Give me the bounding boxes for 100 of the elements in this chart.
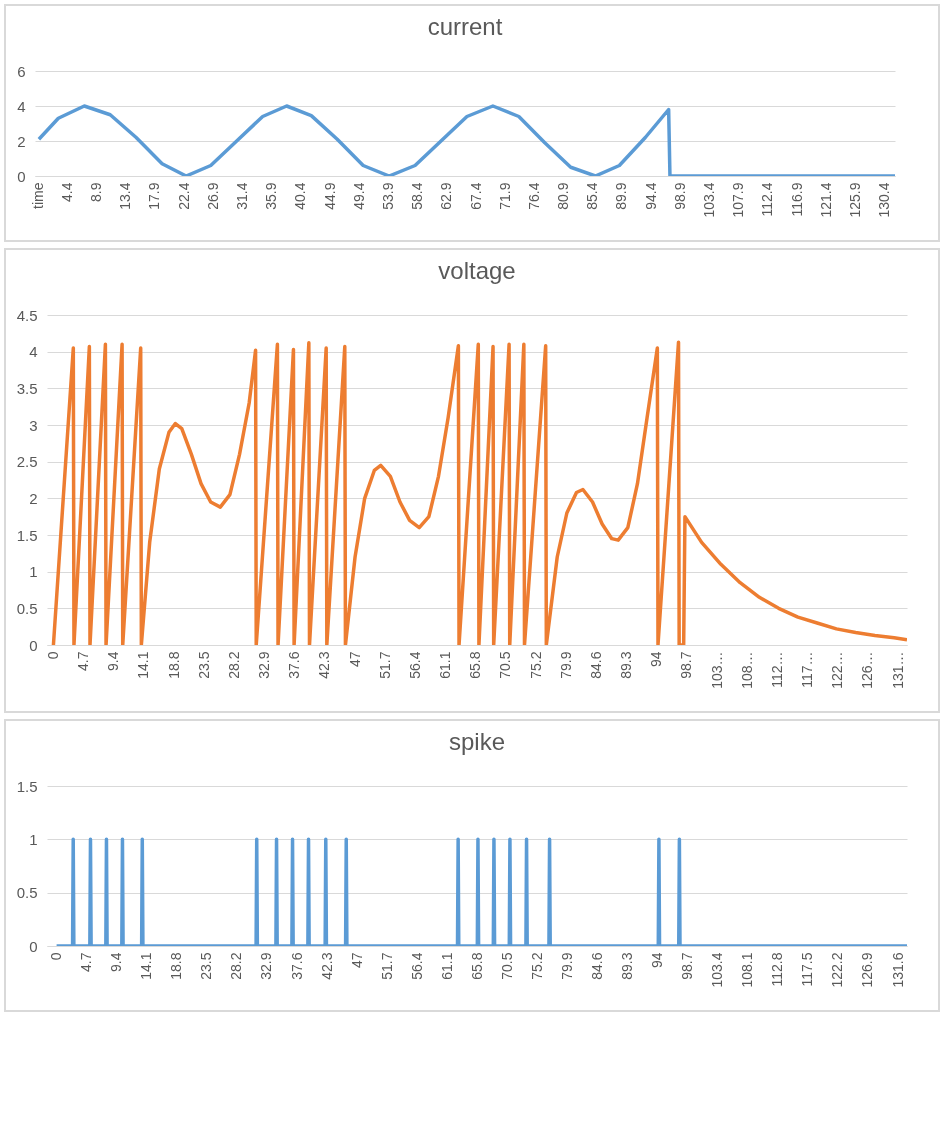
x-tick-label: 44.9 — [321, 182, 338, 210]
x-tick-label: 126… — [859, 651, 876, 689]
x-tick-label: 13.4 — [117, 182, 134, 210]
y-tick-label: 4.5 — [16, 306, 38, 324]
x-tick-label: 42.3 — [318, 952, 335, 980]
y-tick-label: 1.5 — [16, 526, 38, 544]
x-tick-label: time — [29, 182, 46, 209]
x-tick-label: 122.2 — [829, 952, 846, 988]
x-tick-label: 79.9 — [557, 651, 574, 679]
x-tick-label: 89.9 — [613, 182, 630, 210]
x-tick-label: 49.4 — [350, 182, 367, 210]
x-tick-label: 70.5 — [497, 651, 514, 679]
x-tick-label: 0 — [48, 952, 65, 961]
x-tick-label: 65.8 — [467, 651, 484, 679]
x-tick-label: 51.7 — [376, 651, 393, 679]
x-tick-label: 40.4 — [292, 182, 309, 210]
x-tick-label: 37.6 — [286, 651, 303, 679]
y-tick-label: 2 — [29, 489, 38, 507]
line-series — [37, 104, 895, 176]
y-tick-label: 1.5 — [16, 777, 38, 795]
y-tick-label: 3 — [29, 416, 38, 434]
x-tick-label: 56.4 — [408, 952, 425, 980]
x-tick-label: 26.9 — [204, 182, 221, 210]
x-tick-label: 112.8 — [769, 952, 786, 987]
x-tick-label: 122… — [829, 651, 846, 689]
x-tick-label: 103.4 — [709, 952, 726, 988]
x-tick-label: 22.4 — [175, 182, 192, 210]
x-tick-label: 94 — [648, 651, 665, 668]
x-tick-label: 108.1 — [739, 952, 756, 988]
x-tick-label: 70.5 — [498, 952, 515, 980]
x-tick-label: 131… — [889, 651, 906, 689]
line-series — [51, 340, 907, 645]
x-tick-label: 121.4 — [817, 182, 834, 218]
x-tick-label: 17.9 — [146, 182, 163, 210]
x-tick-label: 94 — [649, 952, 666, 969]
x-tick-label: 18.8 — [168, 952, 185, 980]
x-tick-label: 37.6 — [288, 952, 305, 980]
x-tick-label: 28.2 — [228, 952, 245, 980]
x-tick-label: 4.7 — [75, 651, 92, 671]
x-tick-label: 112… — [768, 651, 785, 688]
x-tick-label: 0 — [44, 651, 61, 660]
y-tick-label: 4 — [17, 97, 26, 115]
x-tick-label: 89.3 — [619, 952, 636, 980]
x-tick-label: 18.8 — [165, 651, 182, 679]
x-tick-label: 14.1 — [138, 952, 155, 980]
y-tick-label: 1 — [29, 830, 38, 848]
x-tick-label: 47 — [348, 952, 365, 969]
x-tick-label: 75.2 — [528, 952, 545, 980]
y-tick-label: 0 — [17, 167, 26, 185]
x-tick-label: 130.4 — [876, 182, 893, 218]
x-tick-label: 4.4 — [58, 182, 75, 202]
y-tick-label: 6 — [17, 62, 26, 80]
y-tick-label: 2.5 — [16, 453, 38, 471]
x-tick-label: 53.9 — [379, 182, 396, 210]
x-tick-label: 65.8 — [468, 952, 485, 980]
x-tick-label: 61.1 — [438, 952, 455, 980]
x-tick-label: 23.5 — [195, 651, 212, 679]
x-tick-label: 79.9 — [558, 952, 575, 980]
x-tick-label: 61.1 — [437, 651, 454, 679]
x-tick-label: 35.9 — [263, 182, 280, 210]
x-tick-label: 103.4 — [701, 182, 718, 218]
y-tick-label: 0 — [29, 937, 38, 955]
x-tick-label: 131.6 — [889, 952, 906, 988]
chart-title: current — [427, 13, 503, 40]
x-tick-label: 125.9 — [846, 182, 863, 218]
y-tick-label: 4 — [29, 343, 38, 361]
x-tick-label: 8.9 — [88, 182, 105, 202]
x-tick-label: 117.5 — [799, 952, 816, 987]
x-tick-label: 67.4 — [467, 182, 484, 210]
x-tick-label: 116.9 — [788, 182, 805, 217]
x-tick-label: 32.9 — [258, 952, 275, 980]
x-tick-label: 108… — [738, 651, 755, 689]
x-tick-label: 107.9 — [730, 182, 747, 218]
x-tick-label: 47 — [346, 651, 363, 668]
x-tick-label: 85.4 — [584, 182, 601, 210]
x-tick-label: 117… — [799, 651, 816, 688]
y-tick-label: 0 — [29, 636, 38, 654]
x-tick-label: 32.9 — [256, 651, 273, 679]
y-tick-label: 0.5 — [16, 884, 38, 902]
chart-title: voltage — [438, 257, 516, 284]
y-tick-label: 2 — [17, 132, 26, 150]
x-tick-label: 58.4 — [409, 182, 426, 210]
x-tick-label: 51.7 — [378, 952, 395, 980]
x-tick-label: 89.3 — [618, 651, 635, 679]
x-tick-label: 9.4 — [105, 651, 122, 671]
x-tick-label: 42.3 — [316, 651, 333, 679]
x-tick-label: 76.4 — [525, 182, 542, 210]
x-tick-label: 9.4 — [108, 952, 125, 972]
x-tick-label: 4.7 — [78, 952, 95, 972]
x-tick-label: 56.4 — [406, 651, 423, 679]
y-tick-label: 3.5 — [16, 379, 38, 397]
x-tick-label: 84.6 — [589, 952, 606, 980]
x-tick-label: 112.4 — [759, 182, 776, 217]
x-tick-label: 126.9 — [859, 952, 876, 988]
x-tick-label: 84.6 — [587, 651, 604, 679]
x-tick-label: 23.5 — [198, 952, 215, 980]
x-tick-label: 31.4 — [234, 182, 251, 210]
x-tick-label: 28.2 — [225, 651, 242, 679]
chart-title: spike — [448, 728, 506, 755]
x-tick-label: 80.9 — [555, 182, 572, 210]
